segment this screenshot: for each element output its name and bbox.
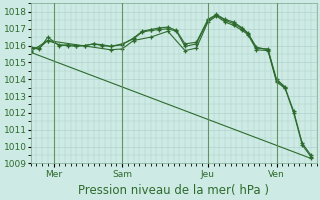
X-axis label: Pression niveau de la mer( hPa ): Pression niveau de la mer( hPa ) <box>78 184 269 197</box>
